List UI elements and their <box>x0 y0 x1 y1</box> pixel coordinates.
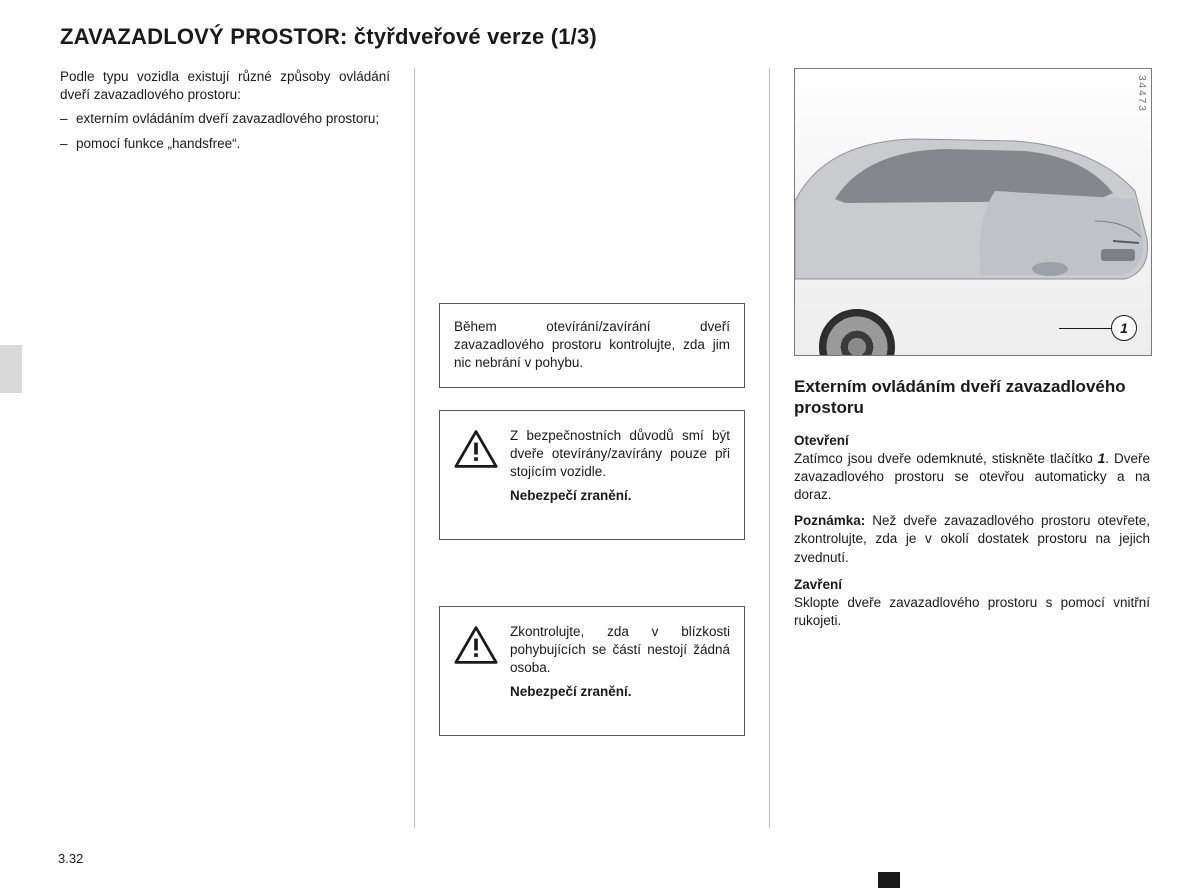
dash-icon: – <box>60 135 76 153</box>
callout-number: 1 <box>1111 315 1137 341</box>
columns: Podle typu vozidla existují různé způsob… <box>30 68 1170 828</box>
car-silhouette-icon <box>795 121 1152 311</box>
warning-box: Z bezpečnostních důvodů smí být dveře ot… <box>439 410 745 540</box>
vehicle-illustration: 34473 1 <box>794 68 1152 356</box>
list-item: – pomocí funkce „handsfree“. <box>60 135 390 153</box>
bullet-text: externím ovládáním dveří zavazadlového p… <box>76 110 390 128</box>
title-main: ZAVAZADLOVÝ PROSTOR: čtyřdveřové verze <box>60 24 551 49</box>
paragraph: Sklopte dveře zavazadlového prostoru s p… <box>794 594 1150 630</box>
note-label: Poznámka: <box>794 513 865 528</box>
warning-emphasis: Nebezpečí zranění. <box>510 487 730 505</box>
bullet-text: pomocí funkce „handsfree“. <box>76 135 390 153</box>
callout-line <box>1059 328 1113 329</box>
warning-triangle-icon <box>454 429 498 469</box>
warning-triangle-icon <box>454 625 498 665</box>
info-box-text: Během otevírání/zavírání dveří zavazadlo… <box>454 319 730 370</box>
section-heading: Externím ovládáním dveří zavazadlového p… <box>794 376 1150 419</box>
column-3: 34473 1 Externím ovládáním dveří zavazad… <box>770 68 1150 828</box>
warning-content: Zkontrolujte, zda v blízkosti pohybující… <box>510 623 730 702</box>
manual-page: ZAVAZADLOVÝ PROSTOR: čtyřdveřové verze (… <box>0 0 1200 888</box>
column-2: Během otevírání/zavírání dveří zavazadlo… <box>415 68 770 828</box>
column-1: Podle typu vozidla existují různé způsob… <box>60 68 415 828</box>
bullet-list: – externím ovládáním dveří zavazadlového… <box>60 110 390 152</box>
wheel-icon <box>819 309 895 356</box>
spacer <box>439 562 745 606</box>
info-box: Během otevírání/zavírání dveří zavazadlo… <box>439 303 745 388</box>
paragraph: Zatímco jsou dveře odemknuté, stiskněte … <box>794 450 1150 505</box>
page-number: 3.32 <box>58 851 83 866</box>
paragraph: Poznámka: Než dveře zavazadlového prosto… <box>794 512 1150 567</box>
subsection-heading: Otevření <box>794 433 1150 448</box>
title-page-count: (1/3) <box>551 24 597 49</box>
intro-text: Podle typu vozidla existují různé způsob… <box>60 68 390 104</box>
warning-text: Zkontrolujte, zda v blízkosti pohybující… <box>510 623 730 678</box>
text-run: Zatímco jsou dveře odemknuté, stiskněte … <box>794 451 1098 466</box>
warning-content: Z bezpečnostních důvodů smí být dveře ot… <box>510 427 730 506</box>
warning-text: Z bezpečnostních důvodů smí být dveře ot… <box>510 427 730 482</box>
page-title: ZAVAZADLOVÝ PROSTOR: čtyřdveřové verze (… <box>60 24 1170 50</box>
warning-emphasis: Nebezpečí zranění. <box>510 683 730 701</box>
list-item: – externím ovládáním dveří zavazadlového… <box>60 110 390 128</box>
dash-icon: – <box>60 110 76 128</box>
subsection-heading: Zavření <box>794 577 1150 592</box>
column-2-inner: Během otevírání/zavírání dveří zavazadlo… <box>439 68 745 736</box>
footer-crop-mark <box>878 872 900 888</box>
warning-box: Zkontrolujte, zda v blízkosti pohybující… <box>439 606 745 736</box>
image-reference-code: 34473 <box>1136 75 1147 113</box>
callout: 1 <box>1059 315 1137 341</box>
